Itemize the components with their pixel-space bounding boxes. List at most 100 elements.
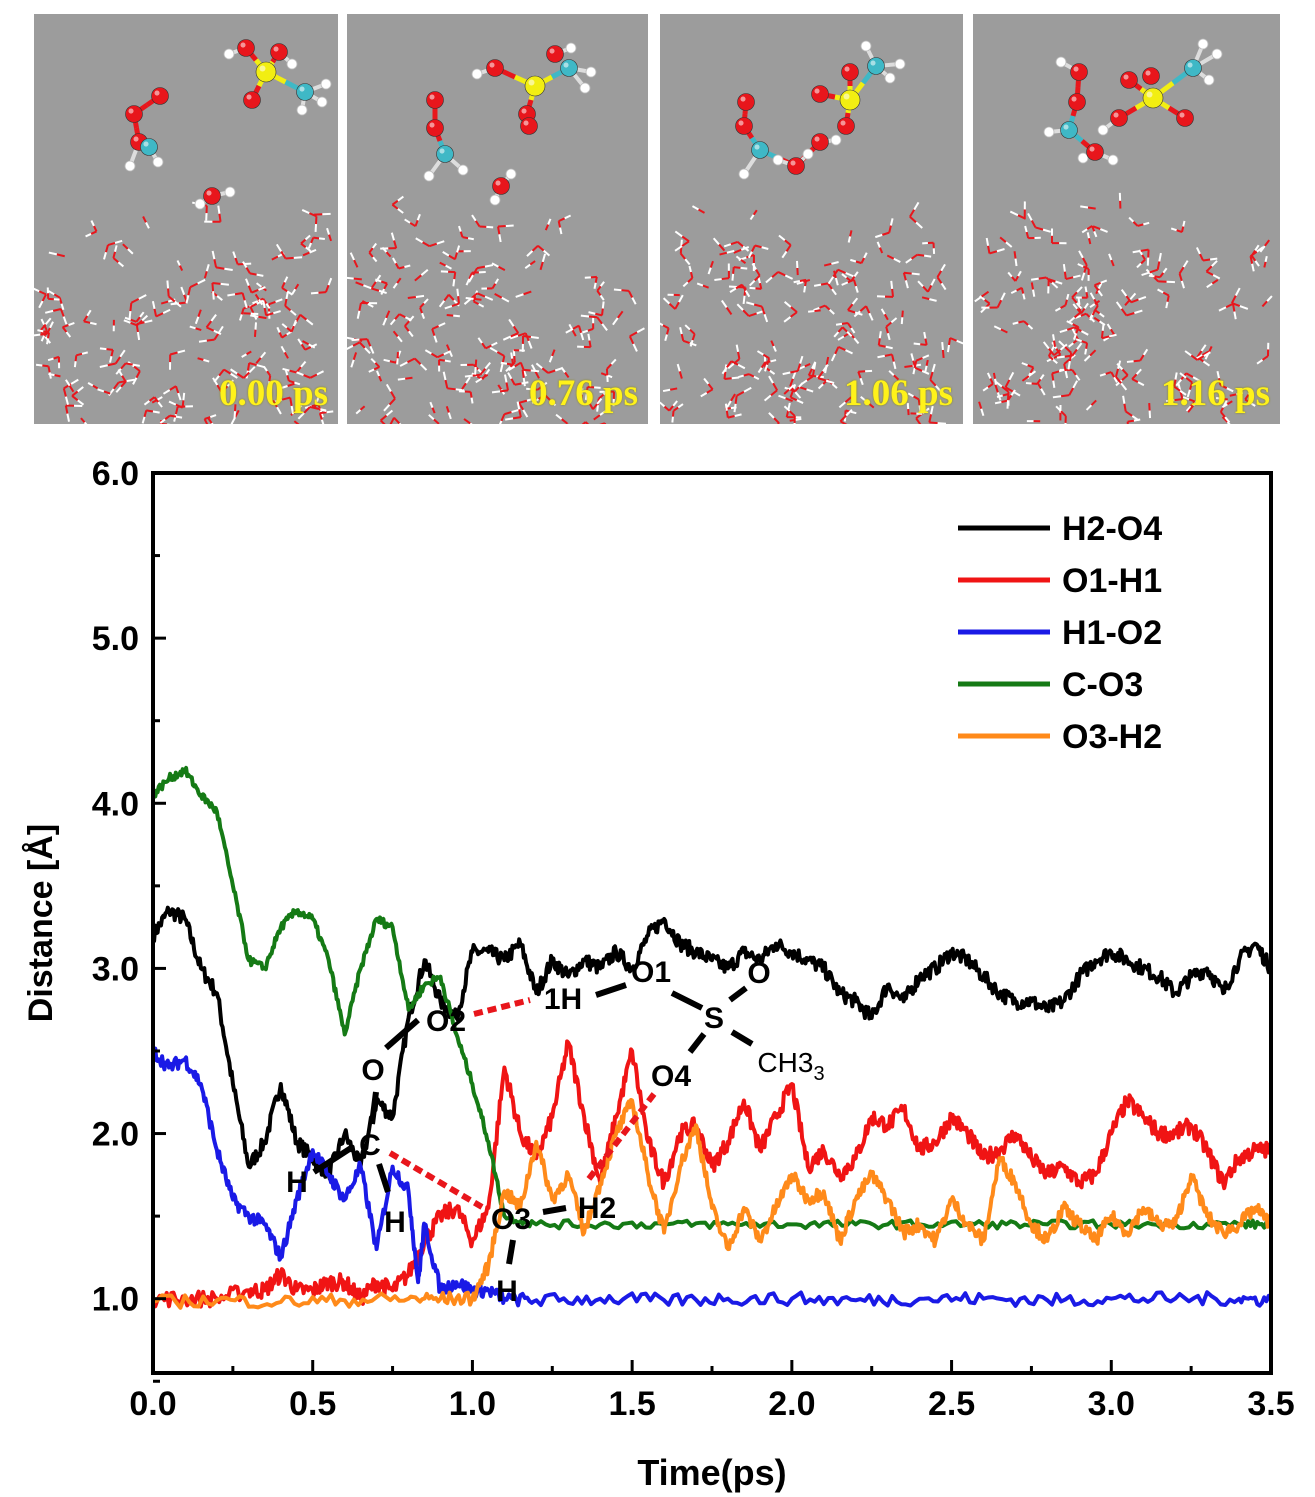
hydrogen-atom (224, 186, 236, 198)
molecular-scene (347, 42, 645, 424)
molecular-scene (660, 40, 963, 424)
water-bond (914, 366, 923, 372)
water-bond (681, 235, 690, 243)
x-tick-label: 3.0 (1088, 1385, 1135, 1423)
water-bond (782, 371, 791, 376)
water-bond (297, 338, 303, 345)
oxygen-atom (1068, 93, 1086, 111)
water-bond (736, 390, 745, 397)
atom-highlight (738, 120, 744, 126)
water-bond (893, 374, 900, 381)
water-bond (443, 294, 450, 302)
water-bond (888, 225, 892, 233)
water-bond (1078, 250, 1084, 259)
water-bond (1115, 376, 1122, 384)
y-tick-label: 6.0 (92, 455, 139, 493)
oxygen-atom (1142, 67, 1160, 85)
water-bond (227, 293, 236, 297)
water-bond (1140, 258, 1146, 265)
water-bond (1221, 397, 1228, 401)
water-bond (784, 239, 792, 246)
water-bond (328, 234, 333, 242)
legend-label: H2-O4 (1062, 510, 1162, 548)
hydrogen-atom (286, 58, 298, 70)
water-bond (1239, 305, 1249, 310)
water-bond (438, 322, 446, 327)
water-bond (1021, 362, 1028, 367)
water-bond (727, 362, 735, 370)
water-bond (112, 381, 120, 390)
water-bond (1038, 276, 1047, 280)
water-bond (982, 386, 989, 392)
atom-highlight (1113, 112, 1119, 118)
plot-area (151, 765, 1273, 1310)
water-bond (60, 308, 65, 317)
atom-highlight (790, 160, 796, 166)
water-bond (1063, 358, 1071, 365)
water-bond (911, 272, 920, 276)
water-bond (232, 251, 237, 259)
water-bond (385, 310, 391, 319)
hbond-O2-1H (473, 997, 531, 1017)
water-bond (883, 313, 889, 321)
water-bond (162, 308, 171, 315)
water-bond (428, 414, 435, 421)
water-bond (502, 335, 512, 341)
water-bond (53, 355, 60, 360)
water-bond (353, 259, 359, 268)
water-bond (445, 344, 451, 352)
water-bond (48, 290, 55, 296)
hydrogen-atom (894, 58, 906, 70)
water-bond (588, 340, 592, 348)
water-bond (763, 313, 769, 323)
water-bond (255, 282, 263, 288)
oxygen-atom (1120, 71, 1138, 89)
oxygen-atom (203, 187, 221, 205)
water-bond (1179, 389, 1187, 396)
water-bond (917, 399, 921, 406)
water-bond (347, 276, 354, 280)
water-bond (213, 329, 222, 336)
water-bond (946, 344, 950, 353)
water-bond (1181, 226, 1185, 233)
water-bond (1133, 359, 1141, 363)
water-bond (599, 422, 606, 424)
water-bond (1149, 268, 1159, 274)
atom-highlight (549, 48, 555, 54)
water-bond (1254, 244, 1260, 252)
water-bond (422, 241, 430, 248)
water-bond (456, 245, 461, 253)
water-bond (1023, 320, 1029, 326)
water-bond (302, 251, 310, 257)
water-bond (406, 357, 416, 364)
water-bond (1106, 323, 1112, 330)
water-bond (827, 276, 835, 285)
atom-O-ether: O (361, 1054, 384, 1087)
atom-1H: 1H (544, 983, 582, 1016)
water-bond (35, 363, 43, 367)
water-bond (494, 292, 503, 299)
water-bond (133, 365, 141, 372)
water-bond (326, 227, 331, 235)
water-bond (484, 362, 491, 370)
atom-highlight (528, 79, 535, 86)
water-bond (783, 316, 792, 323)
atom-H-down: H (384, 1206, 406, 1239)
water-bond (156, 396, 163, 401)
water-bond (551, 349, 556, 357)
water-bond (442, 251, 450, 257)
water-bond (764, 364, 769, 372)
water-bond (1188, 382, 1194, 391)
water-bond (825, 356, 830, 366)
water-bond (1211, 260, 1218, 267)
water-bond (383, 283, 388, 290)
hydrogen-atom (585, 66, 597, 78)
water-bond (841, 322, 849, 325)
water-bond (940, 263, 946, 272)
water-bond (922, 285, 929, 293)
water-bond (286, 374, 290, 382)
oxygen-atom (125, 105, 143, 123)
water-bond (761, 246, 769, 250)
water-bond (511, 408, 519, 413)
water-bond (912, 360, 917, 369)
